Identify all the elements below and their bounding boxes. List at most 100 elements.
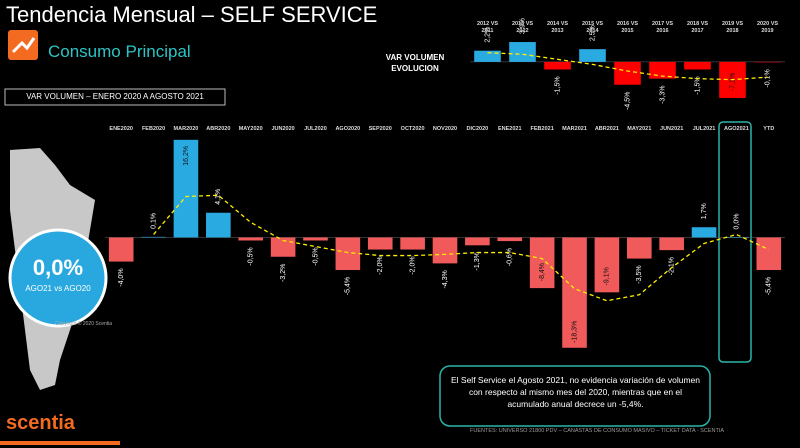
period: VAR VOLUMEN – ENERO 2020 A AGOSTO 2021: [26, 92, 204, 101]
x-tick-label: DIC2020: [466, 126, 489, 132]
bar: [529, 237, 555, 289]
value-label: -1,3%: [474, 252, 481, 270]
value-label: -3,5%: [636, 265, 643, 283]
value-label: -7,1%: [729, 73, 736, 91]
kpi-label: AGO21 vs AGO20: [25, 284, 91, 293]
title: Tendencia Mensual – SELF SERVICE: [6, 2, 378, 27]
value-label: 1,7%: [701, 203, 708, 219]
value-label: -3,3%: [659, 85, 666, 103]
x-tick-label: 2020 VS 2019: [756, 21, 779, 34]
value-label: -1,5%: [694, 76, 701, 94]
bar: [432, 237, 458, 264]
x-tick-label: JUN2021: [660, 126, 684, 132]
bar: [238, 237, 264, 241]
x-tick-label: MAY2021: [627, 126, 652, 132]
value-label: 0,0%: [733, 213, 740, 229]
bar: [335, 237, 361, 271]
value-label: 2,2%: [484, 27, 491, 43]
x-tick-label: SEP2020: [368, 126, 392, 132]
bar: [691, 227, 717, 238]
x-tick-label: OCT2020: [400, 126, 425, 132]
note: El Self Service el Agosto 2021, no evide…: [450, 375, 700, 409]
x-tick-label: MAR2020: [173, 126, 199, 132]
note-box: [439, 365, 711, 427]
bar: [659, 237, 684, 251]
value-label: -0,1%: [764, 69, 771, 87]
value-label: -8,4%: [539, 263, 546, 281]
trend-line: [487, 52, 768, 81]
value-label: 4,1%: [215, 189, 222, 205]
value-label: -2,0%: [377, 256, 384, 274]
bar: [173, 139, 199, 238]
bar: [465, 237, 490, 246]
x-tick-label: AGO2020: [335, 126, 361, 132]
x-tick-label: 2013 VS 2012: [511, 21, 534, 34]
trend-line: [153, 194, 770, 302]
value-label: 16,2%: [183, 146, 190, 166]
value-label: 3,9%: [519, 18, 526, 34]
x-tick-label: JUL2021: [692, 126, 716, 132]
subtitle: Consumo Principal: [48, 42, 191, 61]
bar: [206, 212, 231, 238]
x-tick-label: FEB2021: [530, 126, 554, 132]
kpi-circle: [8, 228, 108, 328]
bar: [141, 236, 166, 238]
value-label: 0,1%: [150, 213, 157, 229]
bar: [400, 237, 425, 250]
x-tick-label: ENE2021: [497, 126, 522, 132]
bar: [303, 237, 328, 241]
bar: [579, 49, 606, 62]
icon-arrow: [11, 37, 36, 54]
highlight-box: [718, 121, 752, 363]
x-tick-label: 2014 VS 2013: [546, 21, 569, 34]
bar: [509, 42, 536, 62]
bar: [649, 61, 676, 79]
value-label: -1,5%: [554, 76, 561, 94]
bar: [270, 237, 296, 257]
footer: FUENTES: UNIVERSO 21800 PDV – CANASTAS D…: [470, 428, 725, 434]
bar: [724, 237, 749, 238]
bar: [594, 237, 620, 293]
x-tick-label: 2017 VS 2016: [651, 21, 674, 34]
x-tick-label: YTD: [763, 126, 775, 132]
x-tick-label: MAY2020: [238, 126, 263, 132]
value-label: -0,5%: [248, 247, 255, 265]
x-tick-label: ABR2021: [594, 126, 619, 132]
value-label: -4,0%: [118, 268, 125, 286]
x-tick-label: JUL2020: [304, 126, 327, 132]
bar: [562, 237, 587, 348]
x-tick-label: 2015 VS 2014: [581, 21, 604, 34]
x-tick-label: AGO2021: [724, 126, 749, 132]
value-label: 2,5%: [589, 25, 596, 41]
bar: [544, 61, 571, 70]
value-label: -9,1%: [604, 267, 611, 285]
value-label: -2,1%: [669, 257, 676, 275]
value-label: -0,6%: [507, 248, 514, 266]
x-tick-label: 2019 VS 2018: [721, 21, 744, 34]
value-label: -3,2%: [280, 264, 287, 282]
bar: [754, 61, 781, 63]
period-box: [4, 88, 226, 106]
value-label: -0,5%: [312, 247, 319, 265]
value-label: -5,4%: [345, 277, 352, 295]
value-label: -2,0%: [409, 256, 416, 274]
kpi-value: 0,0%: [32, 255, 84, 280]
x-tick-label: 2012 VS 2011: [476, 21, 499, 34]
x-tick-label: 2018 VS 2017: [686, 21, 709, 34]
bar: [684, 61, 711, 70]
value-label: -4,5%: [624, 92, 631, 110]
x-tick-label: 2016 VS 2015: [616, 21, 639, 34]
bar: [108, 237, 134, 262]
copyright: Copyright © 2020 Scentia: [55, 321, 113, 327]
bar: [614, 61, 641, 85]
bar: [497, 237, 523, 242]
x-tick-label: JUN2020: [271, 126, 295, 132]
x-tick-label: ENE2020: [109, 126, 133, 132]
x-tick-label: FEB2020: [141, 126, 166, 132]
chart-title: VAR VOLUMEN EVOLUCION: [385, 53, 445, 73]
value-label: -18,3%: [571, 321, 578, 343]
x-tick-label: ABR2020: [206, 126, 231, 132]
logo: scentia: [6, 412, 75, 434]
